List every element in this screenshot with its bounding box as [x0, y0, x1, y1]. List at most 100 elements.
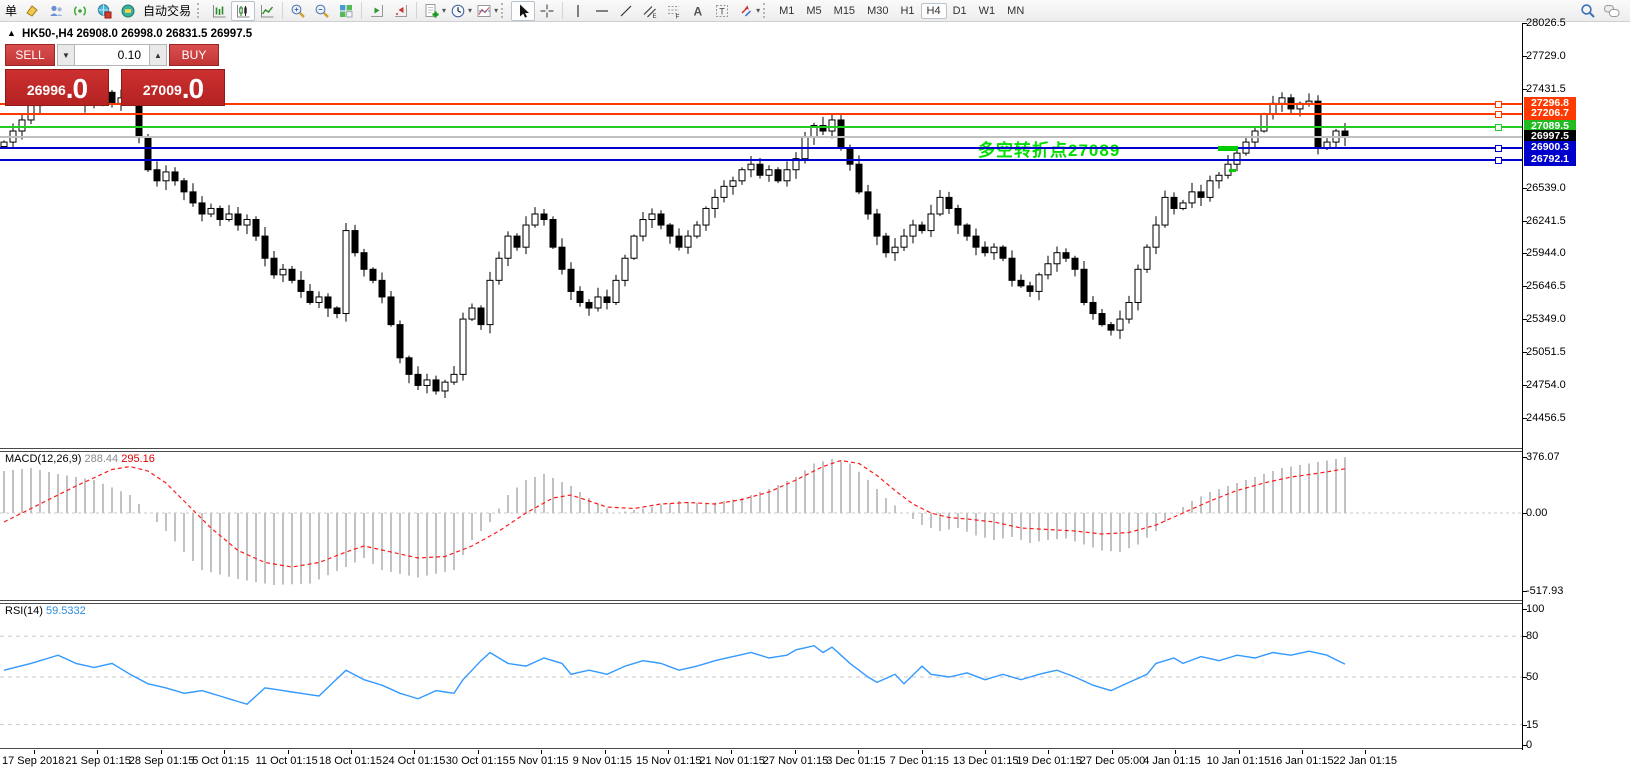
menu-item-partial[interactable]: 单	[5, 4, 18, 18]
panel-separator[interactable]	[0, 451, 1522, 452]
indicators-dropdown-caret[interactable]: ▾	[442, 6, 447, 15]
time-axis-tick	[351, 750, 352, 754]
price-line-26997.5[interactable]	[0, 135, 1522, 138]
autotrading-button[interactable]: 自动交易	[143, 4, 192, 18]
panel-separator[interactable]	[0, 600, 1522, 601]
buy-price-box[interactable]: 27009 .0	[121, 69, 225, 106]
timeline-label: 9 Nov 01:15	[572, 755, 632, 767]
rsi-panel-canvas[interactable]	[0, 603, 1522, 748]
panel-separator[interactable]	[0, 448, 1522, 449]
price-scale-tick: 26241.5	[1526, 214, 1566, 227]
zoom-out-icon[interactable]	[310, 1, 334, 21]
timeframe-button-h1[interactable]: H1	[900, 4, 915, 17]
candle	[351, 224, 359, 257]
channel-icon[interactable]: E	[638, 1, 662, 21]
chart-bars-icon[interactable]	[207, 1, 231, 21]
text-icon[interactable]: A	[686, 1, 710, 21]
autotrading-icon[interactable]	[116, 1, 140, 21]
axis-tick-mark	[1522, 319, 1527, 321]
line-drag-handle[interactable]	[1495, 123, 1502, 131]
templates-icon[interactable]	[472, 1, 496, 21]
cursor-icon[interactable]	[511, 0, 536, 21]
candle	[936, 189, 944, 217]
axis-tick-mark	[1522, 677, 1527, 678]
timeframe-button-m15[interactable]: M15	[833, 4, 856, 17]
crosshair-icon[interactable]	[535, 1, 559, 21]
toolbar-grip[interactable]	[197, 3, 204, 18]
indicators-icon[interactable]	[420, 1, 444, 21]
chart-autoscroll-icon[interactable]	[389, 1, 413, 21]
volume-increase-button[interactable]: ▲	[149, 44, 167, 66]
sell-price-box[interactable]: 26996 .0	[5, 69, 109, 106]
rsi-value: 59.5332	[45, 605, 86, 617]
tile-windows-icon[interactable]	[334, 1, 358, 21]
zoom-in-icon[interactable]	[286, 1, 310, 21]
chart-collapse-arrow[interactable]: ▲	[7, 28, 16, 38]
fibonacci-icon[interactable]: F	[662, 1, 686, 21]
candle	[1080, 260, 1088, 306]
shapes-dropdown-caret[interactable]: ▾	[756, 6, 761, 15]
price-line-label: 27296.8	[1524, 97, 1576, 111]
chart-candles-icon[interactable]	[231, 0, 256, 21]
price-line-26792.1[interactable]	[0, 158, 1522, 161]
price-line-27296.8[interactable]	[0, 102, 1522, 105]
price-line-27089.5[interactable]	[0, 125, 1522, 128]
timeframe-button-mn[interactable]: MN	[1007, 4, 1025, 17]
axis-tick-mark	[1522, 55, 1527, 57]
candle	[1206, 175, 1214, 202]
macd-panel-canvas[interactable]	[0, 451, 1522, 600]
search-icon[interactable]	[1576, 1, 1600, 21]
timeframe-button-d1[interactable]: D1	[952, 4, 967, 17]
signal-icon[interactable]	[68, 1, 92, 21]
new-order-icon[interactable]	[20, 1, 44, 21]
sell-button[interactable]: SELL	[5, 44, 55, 66]
line-drag-handle[interactable]	[1495, 156, 1502, 164]
price-scale-tick: 26539.0	[1526, 181, 1566, 194]
horizontal-line-icon[interactable]	[590, 1, 614, 21]
trendline-icon[interactable]	[614, 1, 638, 21]
macd-scale-tick: 0.00	[1526, 507, 1548, 519]
chat-icon[interactable]	[1600, 1, 1624, 21]
candle	[279, 263, 287, 283]
web-terminal-icon[interactable]	[92, 1, 116, 21]
candle	[945, 191, 953, 214]
toolbar-grip[interactable]	[501, 3, 508, 18]
timeframe-button-m5[interactable]: M5	[806, 4, 822, 17]
buy-button[interactable]: BUY	[169, 44, 219, 66]
candle	[513, 233, 521, 251]
text-label-icon[interactable]: T	[710, 1, 734, 21]
time-axis-tick	[794, 750, 796, 754]
candle	[1179, 199, 1187, 211]
line-drag-handle[interactable]	[1495, 144, 1502, 152]
candle	[648, 208, 656, 229]
time-axis-tick	[541, 750, 543, 754]
chart-shift-icon[interactable]	[365, 1, 389, 21]
chart-annotation-text[interactable]: 多空转折点27089	[978, 141, 1121, 160]
price-line-26900.3[interactable]	[0, 146, 1522, 149]
shapes-icon[interactable]	[734, 1, 758, 21]
periods-dropdown-caret[interactable]: ▾	[468, 6, 473, 15]
line-drag-handle[interactable]	[1495, 110, 1502, 118]
price-chart-canvas[interactable]	[0, 23, 1522, 448]
toolbar-grip[interactable]	[763, 3, 770, 18]
timeframe-button-h4[interactable]: H4	[920, 2, 947, 19]
volume-input[interactable]: 0.10	[75, 44, 149, 66]
timeframe-button-m1[interactable]: M1	[779, 4, 795, 17]
periods-icon[interactable]	[446, 1, 470, 21]
templates-dropdown-caret[interactable]: ▾	[494, 6, 499, 15]
green-trend-segment-small[interactable]	[1229, 169, 1236, 172]
timeline-label: 10 Jan 01:15	[1206, 755, 1271, 767]
accounts-icon[interactable]	[44, 1, 68, 21]
candle	[549, 216, 557, 249]
timeframe-button-m30[interactable]: M30	[867, 4, 889, 17]
chart-line-icon[interactable]	[255, 1, 279, 21]
panel-separator[interactable]	[0, 603, 1522, 604]
price-line-label: 26900.3	[1524, 141, 1576, 155]
price-line-27206.7[interactable]	[0, 112, 1522, 115]
line-drag-handle[interactable]	[1495, 100, 1502, 108]
vertical-line-icon[interactable]	[566, 1, 590, 21]
axis-tick-mark	[1522, 253, 1527, 255]
volume-decrease-button[interactable]: ▼	[57, 44, 75, 66]
timeframe-button-w1[interactable]: W1	[978, 4, 996, 17]
green-trend-segment[interactable]	[1218, 146, 1238, 151]
